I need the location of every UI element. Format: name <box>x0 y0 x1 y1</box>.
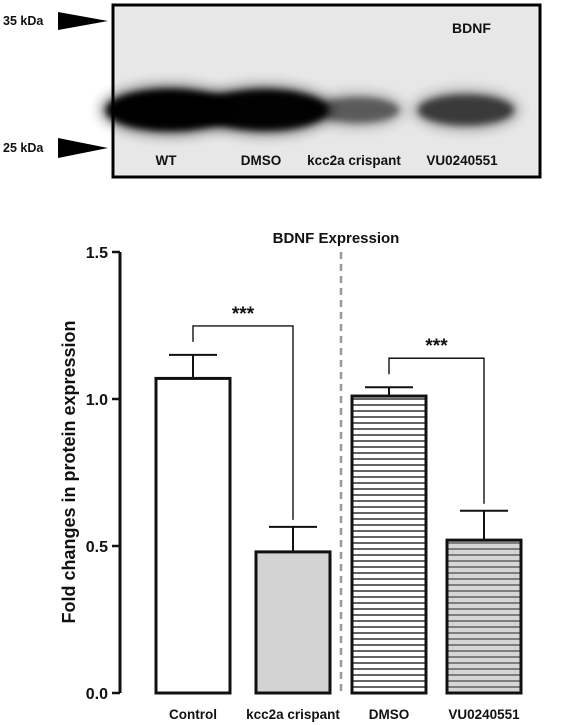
bars <box>154 252 523 695</box>
marker-label-25: 25 kDa <box>3 141 44 155</box>
error-bars <box>169 353 508 552</box>
significance-brackets: *** *** <box>192 304 485 520</box>
significance-bracket <box>388 357 485 504</box>
blot-lane-labels: WT DMSO kcc2a crispant VU0240551 <box>156 153 499 168</box>
blot-protein-label: BDNF <box>452 20 491 36</box>
blot-lane-label: kcc2a crispant <box>307 153 401 168</box>
blot-lane-label: VU0240551 <box>426 153 498 168</box>
significance-label: *** <box>232 304 255 325</box>
y-tick-label: 1.5 <box>86 245 108 262</box>
y-tick-label: 0.0 <box>86 686 108 703</box>
bar <box>154 376 232 695</box>
y-tick-label: 0.5 <box>86 539 108 556</box>
blot-bands <box>100 84 520 136</box>
marker-label-35: 35 kDa <box>3 14 44 28</box>
x-tick-label: DMSO <box>369 707 410 722</box>
x-tick-label: kcc2a crispant <box>246 707 340 722</box>
x-tick-label: Control <box>169 707 217 722</box>
blot-band <box>106 89 234 131</box>
bar <box>350 394 428 695</box>
y-tick-label: 1.0 <box>86 392 108 409</box>
bar <box>445 538 523 695</box>
blot-band <box>202 89 328 131</box>
western-blot: BDNF WT DMSO kcc2a crispant VU0240551 35 kD… <box>3 3 542 179</box>
significance-bracket <box>192 325 294 520</box>
blot-band <box>418 94 514 126</box>
y-axis-label: Fold changes in protein expression <box>59 320 79 623</box>
bar-chart: BDNF Expression Fold changes in protein … <box>59 230 523 722</box>
y-axis: 0.0 0.5 1.0 1.5 <box>86 245 122 703</box>
blot-band <box>317 97 399 123</box>
x-tick-labels: Control kcc2a crispant DMSO VU0240551 <box>169 707 520 722</box>
significance-label: *** <box>425 336 448 357</box>
marker-arrow-35 <box>58 12 108 30</box>
marker-arrow-25 <box>58 138 108 158</box>
x-tick-label: VU0240551 <box>448 707 520 722</box>
chart-title: BDNF Expression <box>273 230 400 247</box>
bar <box>254 550 332 695</box>
blot-lane-label: DMSO <box>241 153 282 168</box>
blot-lane-label: WT <box>156 153 178 168</box>
